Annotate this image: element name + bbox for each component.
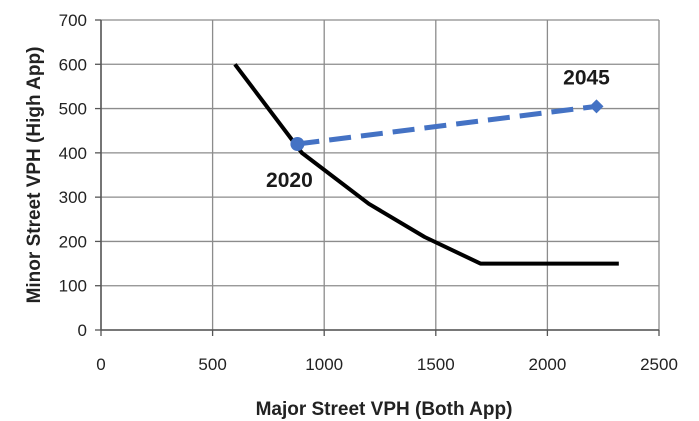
y-tick-label: 100 (59, 277, 87, 296)
tick-labels: 0 100 200 300 400 500 600 700 0 500 1000 1500 2000 25… (59, 11, 678, 374)
x-tick-label: 1000 (305, 355, 343, 374)
y-tick-label: 400 (59, 144, 87, 163)
y-tick-label: 0 (78, 321, 87, 340)
y-tick-label: 500 (59, 100, 87, 119)
projection-line (297, 103, 597, 147)
point-marker-circle (290, 137, 305, 151)
y-tick-label: 300 (59, 188, 87, 207)
x-tick-label: 2500 (640, 355, 678, 374)
point-label-2020: 2020 (266, 169, 313, 192)
point-marker-diamond (589, 99, 604, 114)
y-tick-label: 700 (59, 11, 87, 30)
x-tick-label: 2000 (528, 355, 566, 374)
x-tick-label: 0 (96, 355, 105, 374)
plot-area (101, 20, 659, 330)
threshold-curve (233, 63, 619, 266)
x-tick-label: 500 (198, 355, 226, 374)
markers-layer (290, 99, 604, 151)
x-axis-title: Major Street VPH (Both App) (256, 399, 513, 420)
y-axis-title: Minor Street VPH (High App) (24, 47, 45, 304)
point-labels: 2020 2045 (266, 66, 610, 192)
x-tick-label: 1500 (417, 355, 455, 374)
y-tick-label: 200 (59, 232, 87, 251)
y-tick-label: 600 (59, 55, 87, 74)
point-label-2045: 2045 (563, 66, 610, 89)
series-layer (233, 63, 619, 266)
axes (95, 19, 660, 336)
